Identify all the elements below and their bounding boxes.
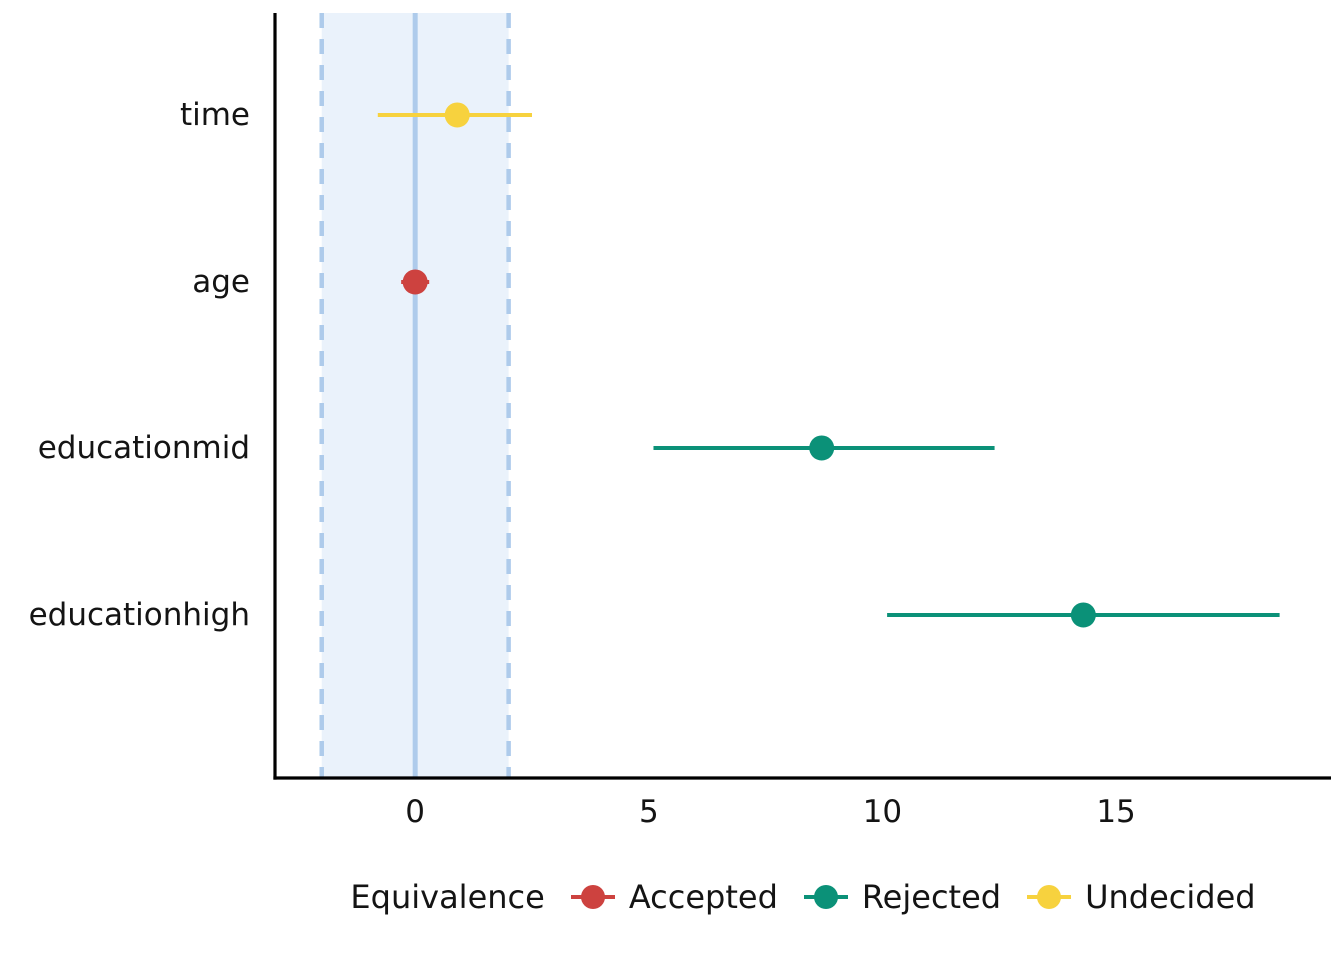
legend-item-label: Undecided — [1085, 878, 1256, 916]
x-tick-label-0: 0 — [405, 794, 425, 830]
legend-title: Equivalence — [350, 878, 545, 916]
point-educationhigh — [1070, 602, 1096, 628]
legend-key-undecided-icon — [1027, 885, 1072, 909]
y-axis-label-educationmid: educationmid — [38, 430, 250, 466]
point-educationmid — [809, 435, 835, 461]
y-axis-label-time: time — [180, 97, 250, 133]
point-time — [444, 102, 470, 128]
x-tick-label-15: 15 — [1096, 794, 1135, 830]
point-age — [402, 269, 428, 295]
legend-item-label: Accepted — [628, 878, 778, 916]
legend-item-rejected: Rejected — [802, 878, 1001, 916]
legend-item-undecided: Undecided — [1025, 878, 1256, 916]
x-tick-label-5: 5 — [639, 794, 659, 830]
chart-legend: Equivalence Accepted Rejected Undecided — [275, 878, 1331, 916]
legend-key-rejected-icon — [803, 885, 848, 909]
x-tick-label-10: 10 — [863, 794, 902, 830]
legend-item-accepted: Accepted — [569, 878, 778, 916]
y-axis-label-age: age — [192, 264, 250, 300]
legend-item-label: Rejected — [861, 878, 1002, 916]
y-axis-label-educationhigh: educationhigh — [29, 597, 250, 633]
legend-key-accepted-icon — [570, 885, 615, 909]
